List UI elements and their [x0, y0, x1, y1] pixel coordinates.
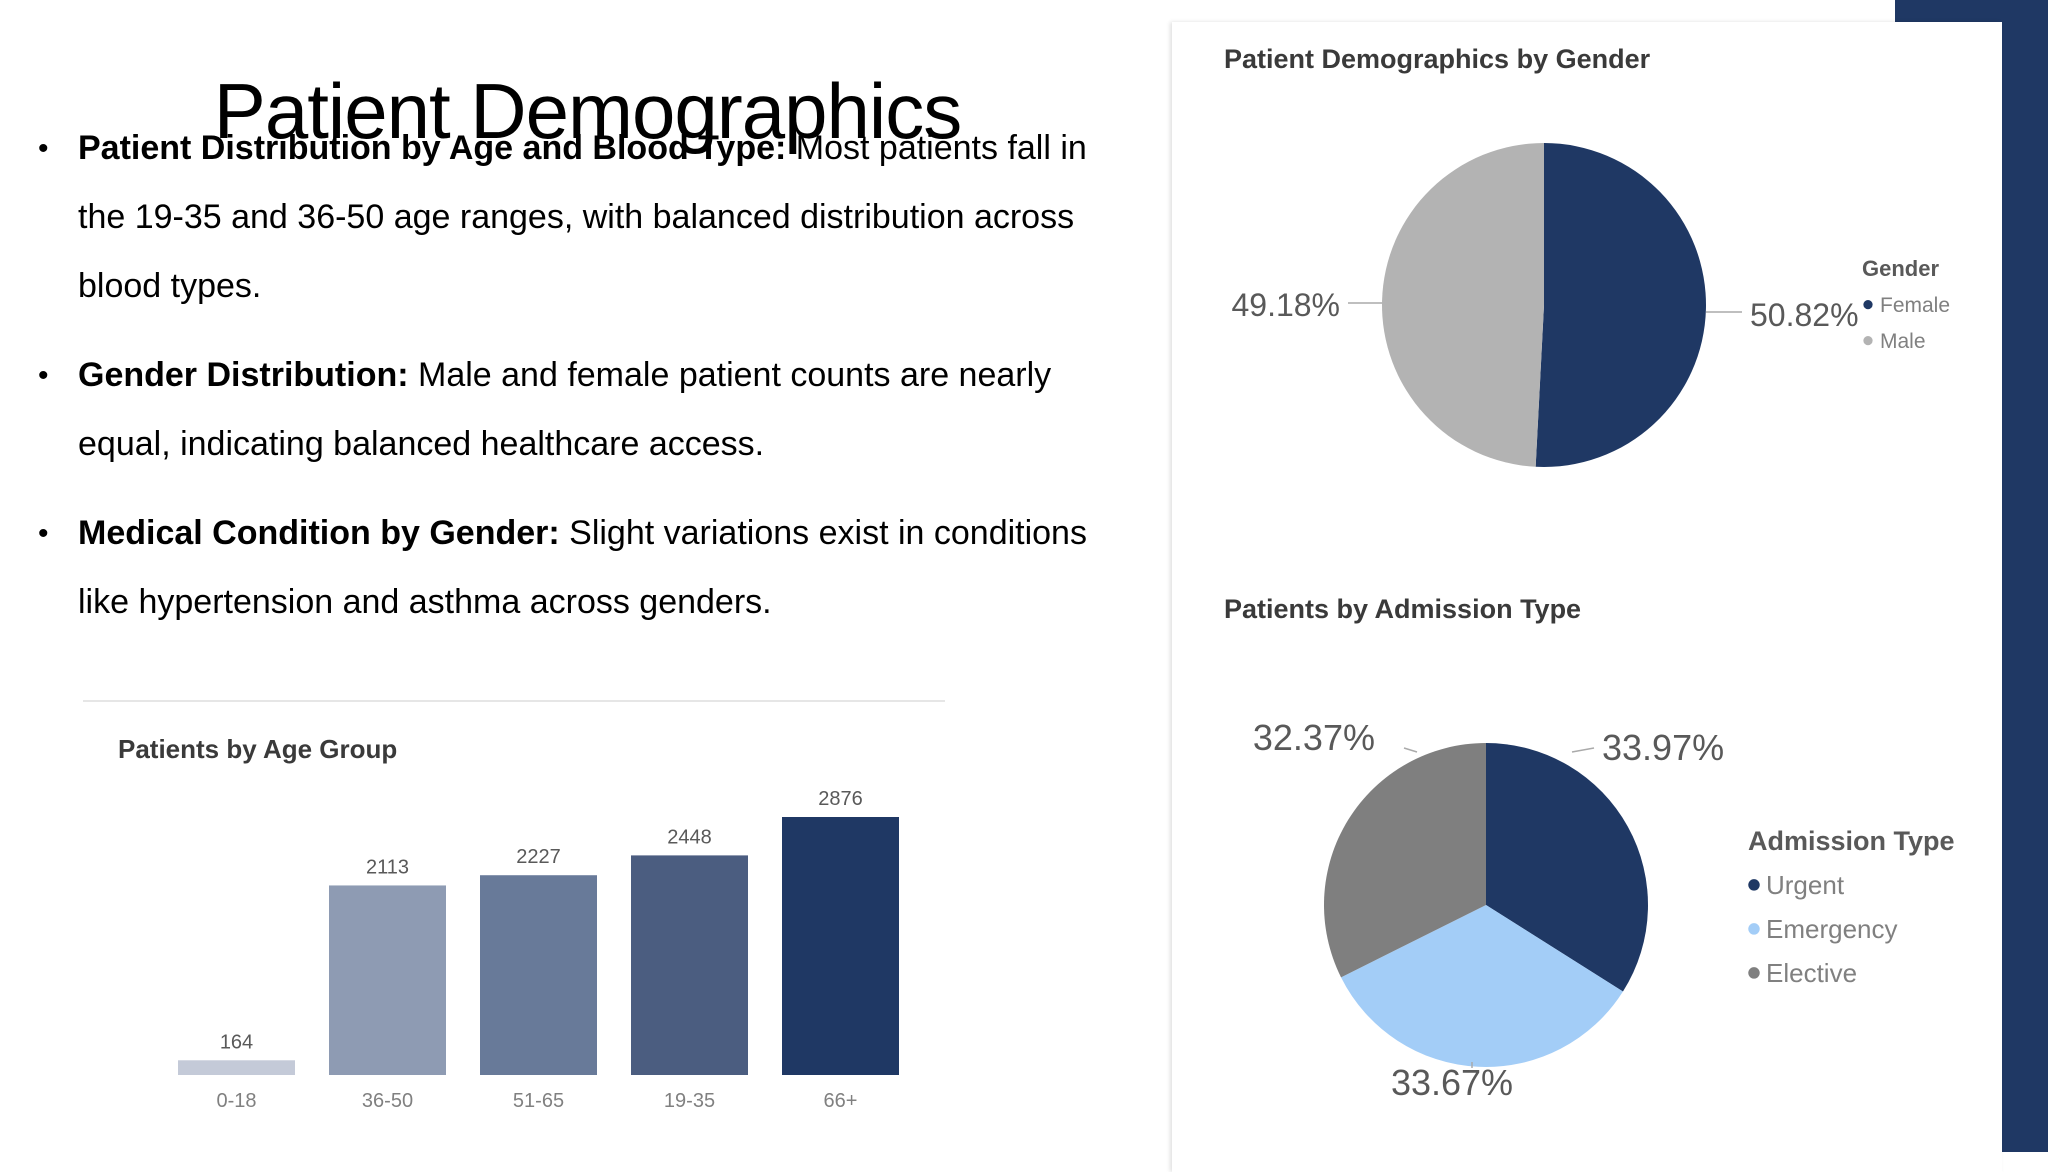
bullet-condition: • Medical Condition by Gender: Slight va… — [36, 499, 1126, 637]
legend-marker — [1863, 336, 1873, 346]
data-label: 50.82% — [1750, 297, 1859, 333]
legend-item: Male — [1880, 330, 1926, 353]
bar-0-18 — [178, 1060, 295, 1075]
pie-slice-elective — [1324, 743, 1486, 978]
bar-value-label: 2227 — [516, 846, 561, 868]
bar-51-65 — [480, 875, 597, 1075]
bullet-dot: • — [38, 359, 49, 392]
age-chart-title: Patients by Age Group — [118, 734, 398, 764]
bullet-list: • Patient Distribution by Age and Blood … — [36, 114, 1126, 657]
x-tick-label: 51-65 — [513, 1090, 564, 1112]
bullet-text: Slight variations exist in conditions li… — [78, 514, 1087, 621]
bullet-dot: • — [38, 517, 49, 550]
leader-line — [1571, 747, 1595, 753]
bar-value-label: 2113 — [366, 856, 409, 878]
bar-19-35 — [631, 855, 748, 1075]
x-tick-label: 36-50 — [362, 1090, 413, 1112]
bullet-heading: Patient Distribution by Age and Blood Ty… — [78, 129, 787, 167]
bullet-heading: Gender Distribution: — [78, 356, 409, 394]
legend-item: Female — [1880, 294, 1950, 317]
legend-marker — [1748, 923, 1760, 935]
data-label: 32.37% — [1253, 717, 1375, 758]
legend-item: Elective — [1766, 958, 1857, 988]
pie-slice-urgent — [1486, 743, 1648, 992]
bullet-text: Male and female patient counts are nearl… — [78, 356, 1052, 463]
bullet-gender: • Gender Distribution: Male and female p… — [36, 341, 1126, 479]
legend-marker — [1748, 967, 1760, 979]
data-label: 33.97% — [1602, 727, 1724, 768]
page-title: Patient Demographics — [213, 67, 962, 156]
legend-marker — [1863, 300, 1873, 310]
admission-pie-chart: 33.97% 33.67% 32.37% Admission Type Urgent Em… — [1253, 717, 1955, 1103]
pie-slice-emergency — [1341, 905, 1623, 1067]
data-label: 49.18% — [1231, 287, 1340, 323]
gender-pie-chart: 50.82% 49.18% Gender Female Male — [1231, 143, 1950, 468]
legend-title: Gender — [1862, 256, 1939, 281]
legend-item: Emergency — [1766, 914, 1898, 944]
bullet-heading: Medical Condition by Gender: — [78, 514, 560, 552]
bar-36-50 — [329, 885, 446, 1075]
x-tick-label: 0-18 — [216, 1090, 256, 1112]
bullet-age-blood: • Patient Distribution by Age and Blood … — [36, 114, 1126, 321]
x-tick-label: 66+ — [824, 1090, 858, 1112]
age-bar-chart: 164 0-18 2113 36-50 2227 51-65 2448 19-35 2876 66… — [178, 788, 899, 1112]
legend-marker — [1748, 879, 1760, 891]
legend-item: Urgent — [1766, 870, 1845, 900]
bullet-dot: • — [38, 132, 49, 165]
bar-value-label: 164 — [220, 1031, 253, 1053]
right-chart-panel: Patient Demographics by Gender 50.82% 49.… — [1172, 22, 2002, 1172]
pie-slice-male — [1382, 143, 1544, 467]
x-tick-label: 19-35 — [664, 1090, 715, 1112]
leader-line — [1403, 747, 1418, 753]
data-label: 33.67% — [1391, 1062, 1513, 1103]
bar-66- — [782, 817, 899, 1075]
admission-chart-title: Patients by Admission Type — [1224, 594, 1582, 624]
gender-chart-title: Patient Demographics by Gender — [1224, 44, 1651, 74]
age-chart-panel: Patients by Age Group 164 0-18 2113 36-50 22… — [83, 700, 945, 1142]
bar-value-label: 2448 — [667, 826, 712, 848]
legend-title: Admission Type — [1748, 826, 1955, 856]
bar-value-label: 2876 — [818, 788, 863, 810]
pie-slice-female — [1535, 143, 1707, 468]
bullet-text: Most patients fall in the 19-35 and 36-5… — [78, 129, 1087, 305]
